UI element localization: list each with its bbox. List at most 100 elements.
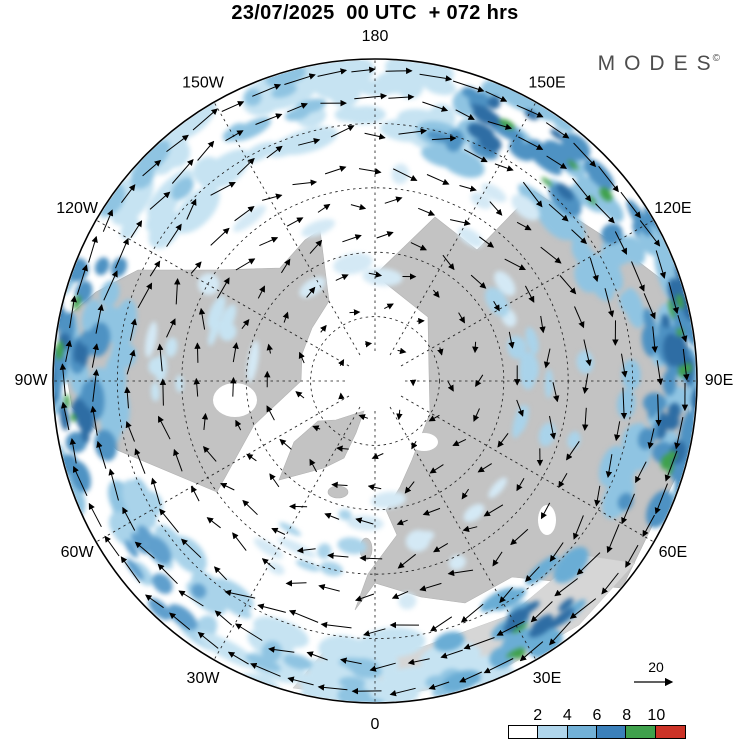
wind-arrow [601,572,619,595]
longitude-label-180: 180 [362,28,389,45]
wind-arrow [485,90,508,102]
wind-arrow [280,258,291,274]
wind-arrow [493,300,500,312]
shading-blob [191,583,207,599]
wind-arrow [232,532,247,551]
wind-arrow [216,277,230,299]
wind-arrow [298,351,305,364]
shading-blob [355,697,385,702]
shading-blob [145,192,179,232]
wind-arrow [516,221,532,231]
wind-arrow [108,468,119,501]
shading-blob [511,623,529,634]
wind-arrow [437,347,444,356]
wind-arrow [461,488,470,500]
longitude-label-150E: 150E [528,74,565,91]
wind-arrow [125,420,135,442]
longitude-label-60W: 60W [61,544,95,561]
shading-blob [317,543,332,559]
wind-arrow [317,68,348,77]
wind-arrow [349,309,361,316]
shading-blob [267,562,285,575]
wind-arrow [573,142,597,168]
shading-blob [623,288,645,329]
shading-blob [276,126,338,155]
shading-blob [448,554,466,571]
wind-arrow [186,198,197,220]
wind-arrow [462,525,478,532]
hudson-bay [213,383,257,417]
wind-arrow [95,304,104,334]
shading-blob [233,205,266,232]
wind-arrow [91,343,99,368]
wind-arrow [496,620,525,636]
wind-arrow [287,102,308,113]
shading-blob [621,359,641,391]
wind-arrow [355,517,374,525]
wind-arrow [391,590,409,599]
wind-arrow [193,377,200,397]
wind-arrow [595,203,615,224]
wind-arrow [682,348,690,381]
colorbar-cell [596,726,627,738]
wind-arrow [524,285,535,303]
wind-arrow [449,219,471,226]
wind-arrow [266,145,283,159]
wind-arrow [158,415,171,440]
wind-arrow [137,282,153,309]
wind-arrow [419,582,442,592]
wind-arrow [318,584,340,592]
wind-arrow [59,363,67,397]
wind-arrow [518,136,544,150]
wind-arrow [549,415,557,440]
wind-arrow [625,544,639,568]
wind-arrow [210,181,236,196]
wind-arrow [124,386,131,409]
wind-arrow [320,324,327,333]
wind-arrow [142,159,162,177]
shading-blob [686,322,696,347]
shading-blob [319,561,343,577]
wind-arrow [549,621,571,646]
wind-arrow [463,149,488,163]
wind-arrow [651,326,658,353]
wind-arrow [261,193,283,201]
wind-arrow [120,556,141,584]
wind-arrow [330,125,355,138]
shading-blob [553,546,589,584]
wind-arrow [635,461,647,484]
wind-arrow [221,101,245,112]
wind-arrow [452,438,467,447]
wind-arrow [404,481,415,494]
wind-arrow [411,441,418,450]
wind-arrow [336,445,349,452]
wind-arrow [157,563,178,585]
wind-arrow [606,524,620,554]
wind-arrow [149,260,161,277]
wind-arrow [545,122,570,139]
wind-arrow [284,73,316,85]
wind-arrow [516,104,544,118]
wind-arrow [559,275,577,295]
wind-arrow [494,163,514,172]
shading-blob [484,287,510,317]
shading-blob [412,530,435,544]
shading-blob [277,537,316,558]
wind-arrow [655,250,666,279]
wind-arrow [121,184,136,204]
wind-arrow [317,203,331,213]
wind-arrow [419,73,453,82]
wind-arrow [194,342,201,363]
shading-blob [448,646,481,666]
wind-arrow [327,552,349,559]
shading-blob [576,350,594,374]
colorbar-tick-label: 2 [533,707,543,724]
shading-blob [529,618,555,638]
shading-blob [337,537,367,555]
wind-arrow [460,603,484,623]
wind-arrow [150,477,161,505]
wind-arrow [582,373,589,394]
modes-logo-text: MODES [597,52,720,75]
page-title: 23/07/2025 00 UTC + 072 hrs [231,2,519,24]
shading-blob [283,654,312,670]
